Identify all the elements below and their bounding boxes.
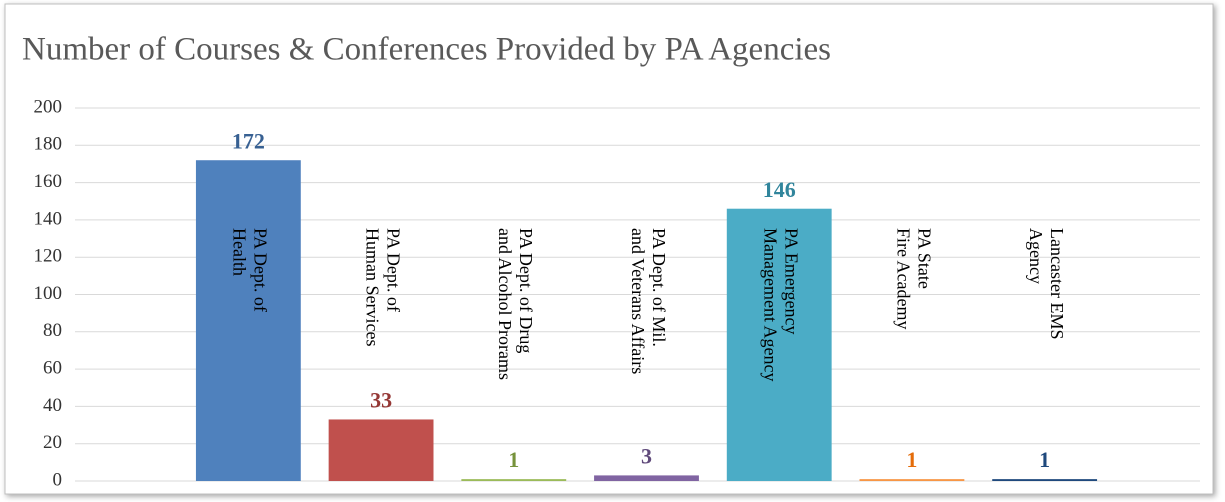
y-tick-label: 80 xyxy=(43,320,62,341)
category-label-line: and Veterans Affairs xyxy=(628,228,648,374)
bar xyxy=(195,160,301,481)
category-label-line: Health xyxy=(230,228,250,276)
value-label: 1 xyxy=(906,447,917,472)
category-label-line: Human Services xyxy=(362,228,382,346)
y-tick-label: 0 xyxy=(53,469,63,490)
category-label-line: Agency xyxy=(1026,228,1046,284)
y-tick-label: 100 xyxy=(34,283,63,304)
category-label-line: Lancaster EMS xyxy=(1047,228,1067,339)
y-tick-label: 180 xyxy=(34,134,63,155)
category-label-line: PA State xyxy=(914,228,934,289)
category-label-line: PA Dept. of Drug xyxy=(516,228,536,353)
value-label: 33 xyxy=(370,388,392,413)
bar xyxy=(594,475,699,481)
y-tick-label: 20 xyxy=(43,432,62,453)
category-label-line: PA Emergency xyxy=(782,228,802,335)
category-label-line: PA Dept. of xyxy=(383,228,403,312)
category-label-line: Fire Academy xyxy=(893,228,913,329)
chart-title: Number of Courses & Conferences Provided… xyxy=(22,32,831,68)
category-label-line: and Alcohol Prorams xyxy=(495,228,515,380)
category-label-line: Management Agency xyxy=(761,228,781,381)
bar xyxy=(461,479,567,481)
value-label: 172 xyxy=(232,128,265,153)
y-tick-label: 160 xyxy=(34,171,63,192)
bar xyxy=(992,479,1098,481)
y-tick-label: 140 xyxy=(34,208,63,229)
bar xyxy=(859,479,965,481)
value-label: 1 xyxy=(1039,447,1050,472)
bar xyxy=(328,419,434,481)
y-tick-label: 200 xyxy=(34,96,63,117)
category-label-line: PA Dept. of Mil. xyxy=(649,228,669,347)
bar xyxy=(726,208,832,481)
y-tick-label: 40 xyxy=(43,395,62,416)
value-label: 3 xyxy=(641,443,652,468)
y-tick-label: 120 xyxy=(34,246,63,267)
category-label: PA Dept. of Mil.and Veterans Affairs xyxy=(628,228,669,374)
value-label: 146 xyxy=(763,177,796,202)
category-label-line: PA Dept. of xyxy=(251,228,271,312)
value-label: 1 xyxy=(508,447,519,472)
y-tick-label: 60 xyxy=(43,357,62,378)
